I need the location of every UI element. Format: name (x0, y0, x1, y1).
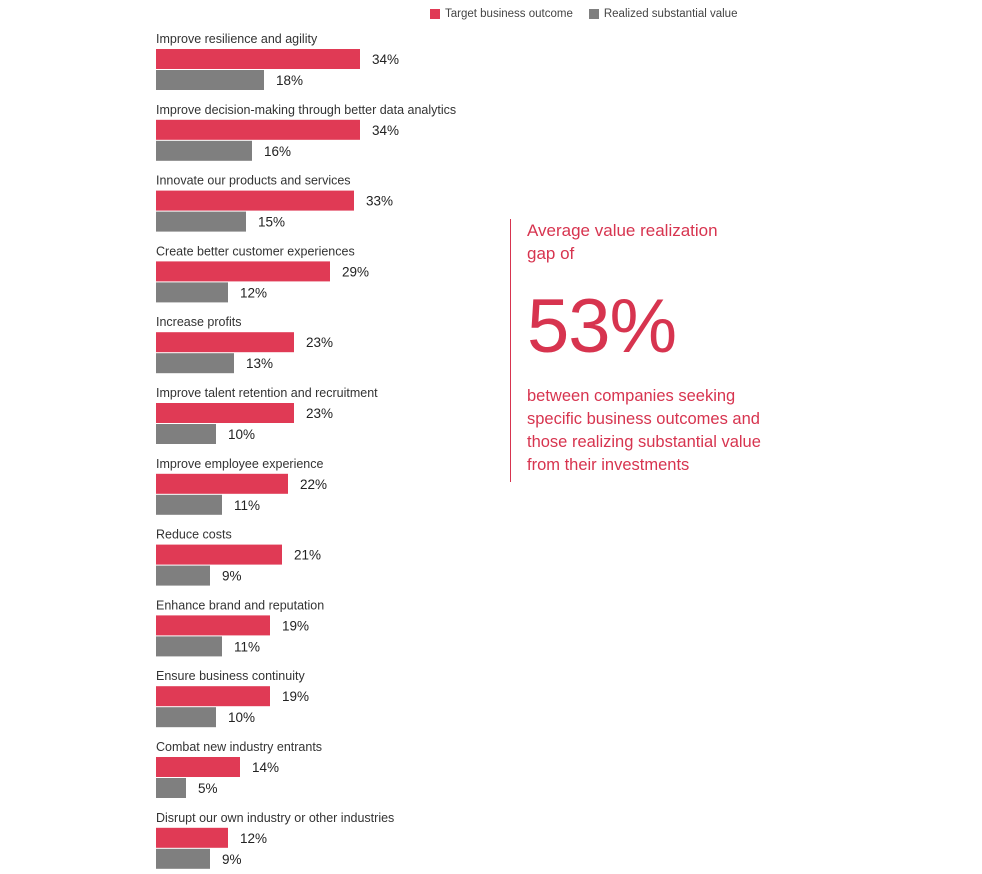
bar-target (156, 686, 270, 707)
legend-item-realized: Realized substantial value (588, 8, 738, 20)
bar-realized (156, 494, 222, 515)
bar-target (156, 473, 288, 494)
bar-realized (156, 140, 252, 161)
bar-realized (156, 424, 216, 444)
value-label-realized: 9% (222, 569, 242, 584)
bar-realized (156, 848, 210, 869)
legend-swatch-target (430, 9, 440, 19)
bar-realized (156, 778, 186, 798)
value-label-target: 34% (372, 52, 399, 67)
value-label-realized: 15% (258, 215, 285, 230)
value-label-target: 23% (306, 406, 333, 421)
value-label-realized: 10% (228, 427, 255, 442)
category-label: Improve decision-making through better d… (156, 103, 456, 117)
value-label-realized: 13% (246, 356, 273, 371)
bar-target (156, 544, 282, 565)
value-label-realized: 11% (234, 498, 260, 513)
bar-realized (156, 211, 246, 232)
bar-realized (156, 636, 222, 657)
bar-group: Innovate our products and services 33% 15% (156, 174, 393, 232)
bar-target (156, 49, 360, 69)
category-label: Combat new industry entrants (156, 740, 322, 754)
bar-target (156, 827, 228, 848)
bar-group: Enhance brand and reputation 19% 11% (156, 598, 324, 657)
value-label-target: 21% (294, 548, 321, 563)
callout-box: Average value realization gap of 53% bet… (510, 219, 777, 482)
value-label-realized: 5% (198, 781, 218, 796)
callout-top-text: Average value realization gap of (527, 221, 718, 263)
value-label-realized: 10% (228, 710, 255, 725)
category-label: Improve employee experience (156, 457, 323, 471)
bar-target (156, 615, 270, 636)
category-label: Innovate our products and services (156, 174, 351, 188)
bar-realized (156, 282, 228, 303)
value-label-target: 33% (366, 194, 393, 209)
bar-group: Ensure business continuity 19% 10% (156, 669, 309, 728)
callout-big-number: 53% (527, 284, 677, 369)
value-label-realized: 11% (234, 639, 260, 654)
bar-group: Combat new industry entrants 14% 5% (156, 740, 322, 798)
category-label: Create better customer experiences (156, 244, 355, 258)
bar-target (156, 757, 240, 777)
legend-item-target: Target business outcome (430, 8, 573, 20)
bar-realized (156, 70, 264, 90)
category-label: Ensure business continuity (156, 669, 305, 683)
chart-legend: Target business outcome Realized substan… (430, 8, 737, 20)
legend-label-realized: Realized substantial value (603, 8, 738, 20)
value-label-target: 19% (282, 618, 309, 633)
category-label: Improve resilience and agility (156, 32, 318, 46)
category-label: Increase profits (156, 315, 241, 329)
bar-group: Reduce costs 21% 9% (156, 528, 321, 586)
bar-group: Create better customer experiences 29% 12% (156, 244, 369, 303)
bar-target (156, 261, 330, 282)
value-label-realized: 16% (264, 144, 291, 159)
bar-group: Increase profits 23% 13% (156, 315, 333, 374)
legend-label-target: Target business outcome (445, 8, 573, 20)
callout-bottom-text: between companies seeking specific busin… (527, 387, 761, 474)
value-label-target: 29% (342, 264, 369, 279)
bar-realized (156, 707, 216, 728)
bar-target (156, 403, 294, 423)
bar-group: Improve resilience and agility 34% 18% (156, 32, 399, 90)
value-label-target: 14% (252, 760, 279, 775)
value-label-target: 12% (240, 831, 267, 846)
bar-target (156, 332, 294, 353)
bar-group: Improve employee experience 22% 11% (156, 457, 327, 515)
legend-swatch-realized (588, 9, 599, 19)
value-label-target: 23% (306, 335, 333, 350)
bar-group: Disrupt our own industry or other indust… (156, 811, 394, 869)
bar-realized (156, 353, 234, 374)
value-label-target: 19% (282, 689, 309, 704)
value-label-target: 34% (372, 123, 399, 138)
bar-target (156, 190, 354, 211)
value-label-realized: 9% (222, 852, 242, 867)
category-label: Enhance brand and reputation (156, 598, 324, 612)
value-label-target: 22% (300, 477, 327, 492)
value-label-realized: 18% (276, 73, 303, 88)
category-label: Reduce costs (156, 528, 232, 542)
bar-target (156, 119, 360, 140)
category-label: Improve talent retention and recruitment (156, 386, 378, 400)
value-label-realized: 12% (240, 285, 267, 300)
bar-group: Improve decision-making through better d… (156, 103, 456, 161)
category-label: Disrupt our own industry or other indust… (156, 811, 394, 825)
bar-realized (156, 565, 210, 586)
bar-group: Improve talent retention and recruitment… (156, 386, 378, 444)
